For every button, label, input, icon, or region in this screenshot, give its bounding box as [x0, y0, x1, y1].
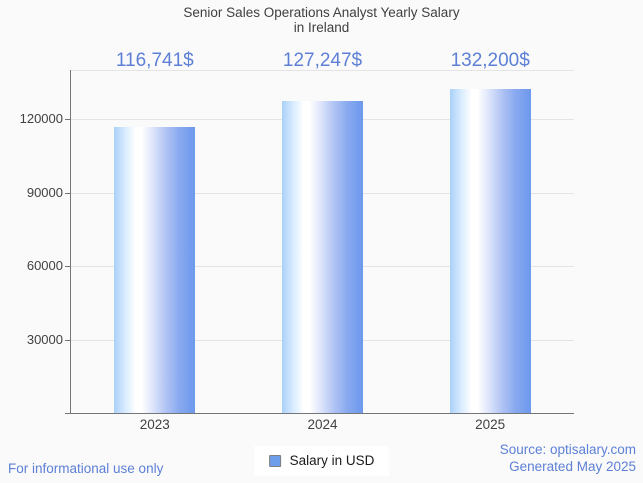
- disclaimer-text: For informational use only: [8, 461, 164, 476]
- legend-swatch-icon: [268, 455, 281, 467]
- legend[interactable]: Salary in USD: [253, 446, 390, 476]
- y-tick-label: 30000: [26, 331, 63, 347]
- value-label-2024: 127,247$: [282, 50, 363, 71]
- y-axis: [70, 70, 71, 413]
- source-attribution: Source: optisalary.com Generated May 202…: [500, 441, 636, 475]
- value-label-2023: 116,741$: [115, 50, 194, 71]
- chart-title-line2: in Ireland: [293, 19, 350, 35]
- y-axis-tick: [65, 339, 70, 341]
- value-label-2025: 132,200$: [450, 50, 530, 71]
- chart-title-line1: Senior Sales Operations Analyst Yearly S…: [183, 5, 460, 20]
- source-link[interactable]: Source: optisalary.com: [499, 442, 636, 457]
- bar-2025[interactable]: [449, 89, 531, 413]
- y-axis-tick: [65, 192, 70, 194]
- y-tick-label: 120000: [19, 111, 63, 126]
- bar-2024[interactable]: [282, 101, 363, 413]
- legend-label: Salary in USD: [289, 453, 375, 468]
- x-axis-label-2023: 2023: [139, 417, 170, 432]
- y-tick-label: 60000: [26, 258, 63, 273]
- x-axis-label-2025: 2025: [475, 417, 506, 432]
- bar-2023[interactable]: [114, 127, 196, 413]
- chart-title: Senior Sales Operations Analyst Yearly S…: [0, 5, 643, 35]
- x-axis-label-2024: 2024: [307, 417, 338, 432]
- y-axis-tick: [65, 266, 70, 267]
- y-tick-label: 90000: [26, 184, 63, 200]
- generated-date: Generated May 2025: [509, 459, 636, 474]
- y-axis-tick: [65, 119, 70, 120]
- gridline: [71, 70, 574, 71]
- x-axis: [65, 413, 574, 414]
